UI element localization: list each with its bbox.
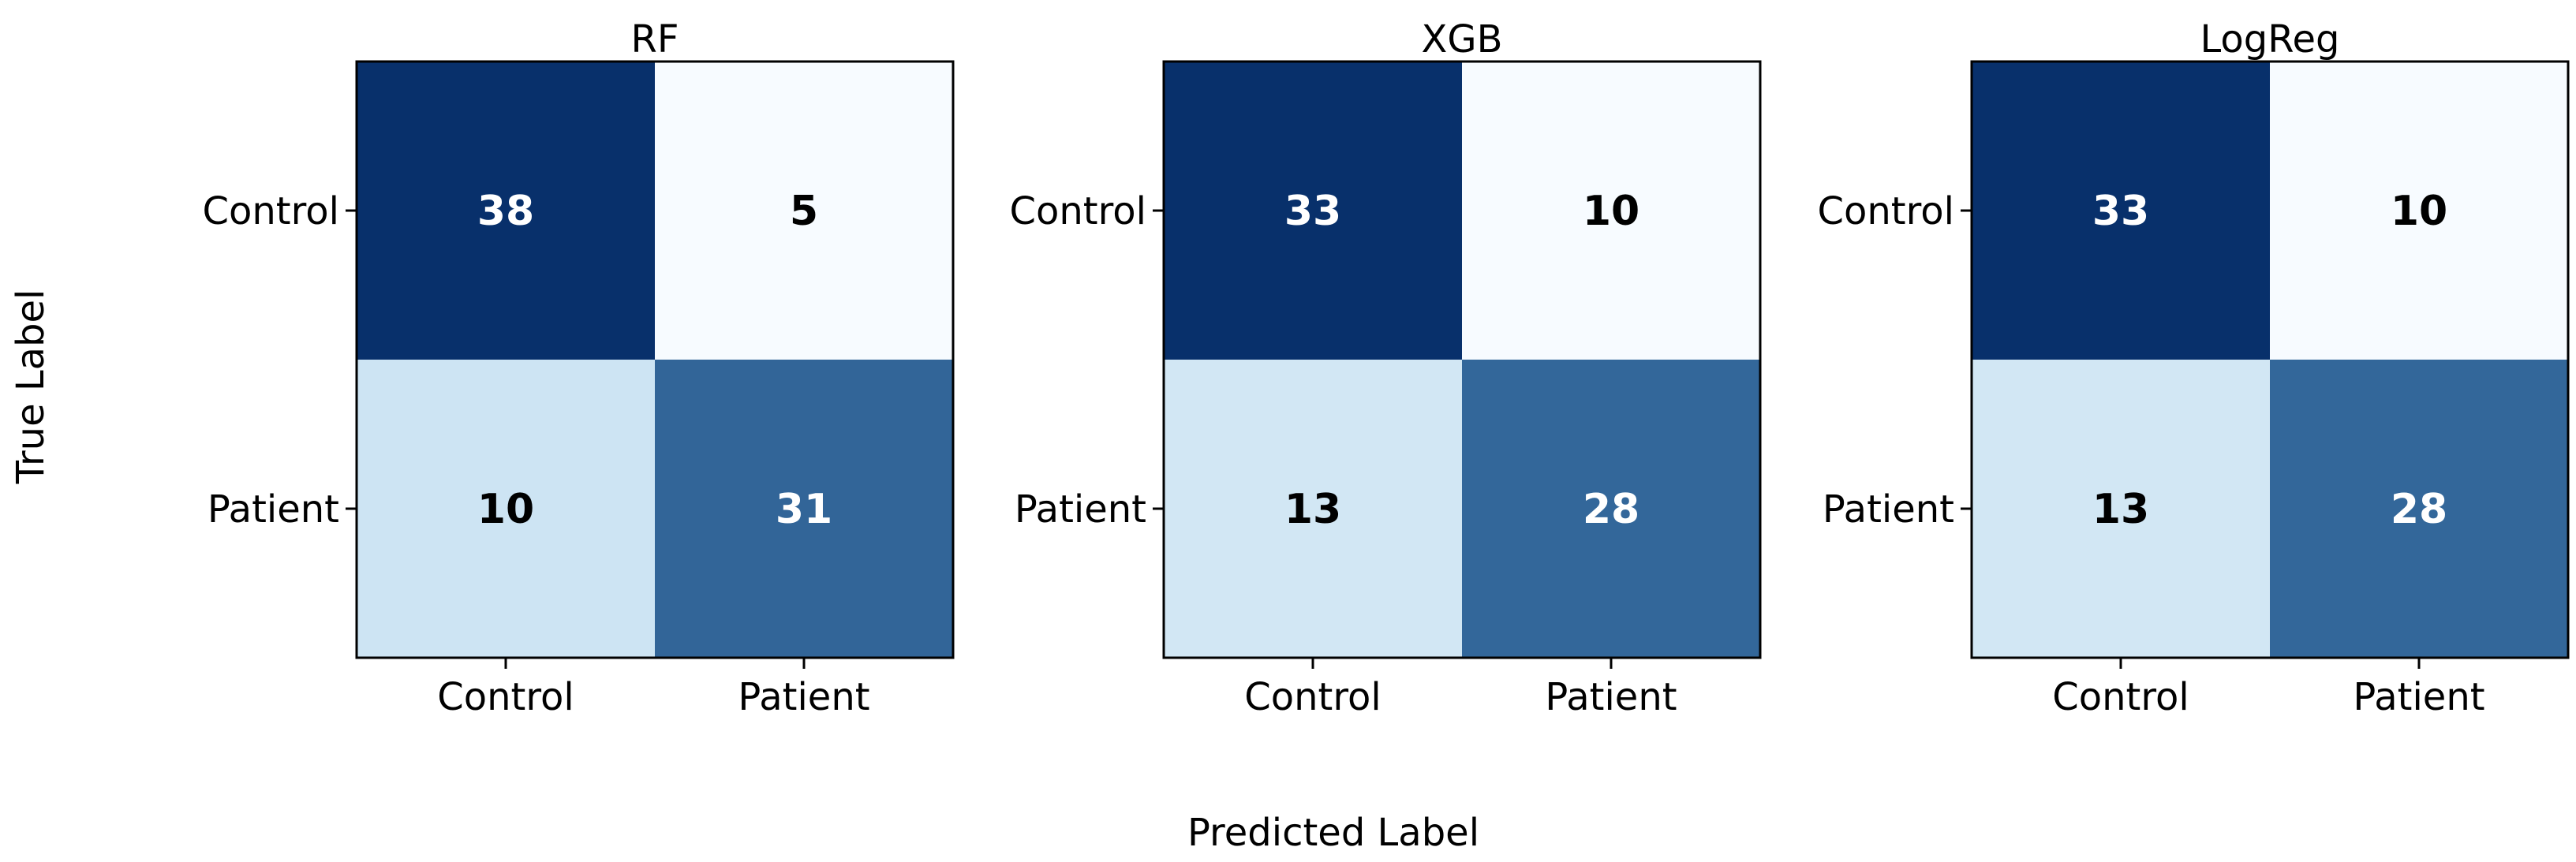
panel-title: XGB: [1421, 17, 1502, 62]
panel-title: RF: [631, 17, 679, 62]
heatmap-cell: [357, 360, 655, 658]
heatmap-cell: [1462, 62, 1760, 360]
panels-group: 38 5 10 31 RF Control Patient Control Patient 33 1…: [202, 17, 2570, 719]
heatmap-cell: [1972, 62, 2270, 360]
cell-value-label: 13: [1284, 486, 1341, 533]
x-tick-label: Patient: [1545, 675, 1677, 719]
y-tick-label: Control: [1009, 189, 1146, 233]
panel-frame: [355, 60, 955, 659]
y-tick-label: Control: [1817, 189, 1954, 233]
x-tick-label: Control: [2052, 675, 2189, 719]
heatmap-cell: [655, 62, 953, 360]
x-tick-label: Control: [1244, 675, 1381, 719]
panel-frame: [1162, 60, 1762, 659]
heatmap-cell: [2270, 62, 2568, 360]
panel-logreg: 33 10 13 28 LogReg Control Patient Control Patie…: [1817, 17, 2570, 719]
y-tick-label: Patient: [1823, 487, 1954, 532]
panel-frame: [1970, 60, 2570, 659]
heatmap-cell: [1164, 62, 1462, 360]
cell-value-label: 28: [1583, 486, 1639, 533]
cell-value-label: 33: [1284, 188, 1341, 235]
heatmap-cell: [1164, 360, 1462, 658]
heatmap-cell: [2270, 360, 2568, 658]
x-tick-label: Patient: [738, 675, 869, 719]
panel-title: LogReg: [2200, 17, 2340, 62]
heatmap-cell: [1972, 360, 2270, 658]
cell-value-label: 10: [2391, 188, 2447, 235]
x-tick-label: Control: [437, 675, 574, 719]
cell-value-label: 5: [790, 188, 818, 235]
y-tick-label: Patient: [208, 487, 339, 532]
cell-value-label: 10: [1583, 188, 1639, 235]
cell-value-label: 10: [477, 486, 534, 533]
cell-value-label: 13: [2092, 486, 2149, 533]
y-axis-label: True Label: [9, 289, 53, 485]
heatmap-cell: [1462, 360, 1760, 658]
x-axis-label: Predicted Label: [1187, 811, 1479, 855]
cell-value-label: 28: [2391, 486, 2447, 533]
panel-rf: 38 5 10 31 RF Control Patient Control Patient: [202, 17, 955, 719]
panel-xgb: 33 10 13 28 XGB Control Patient Control Patient: [1009, 17, 1762, 719]
cell-value-label: 33: [2092, 188, 2149, 235]
cell-value-label: 38: [477, 188, 534, 235]
heatmap-cell: [655, 360, 953, 658]
cell-value-label: 31: [776, 486, 832, 533]
x-tick-label: Patient: [2353, 675, 2484, 719]
y-tick-label: Control: [202, 189, 339, 233]
heatmap-cell: [357, 62, 655, 360]
y-tick-label: Patient: [1015, 487, 1146, 532]
